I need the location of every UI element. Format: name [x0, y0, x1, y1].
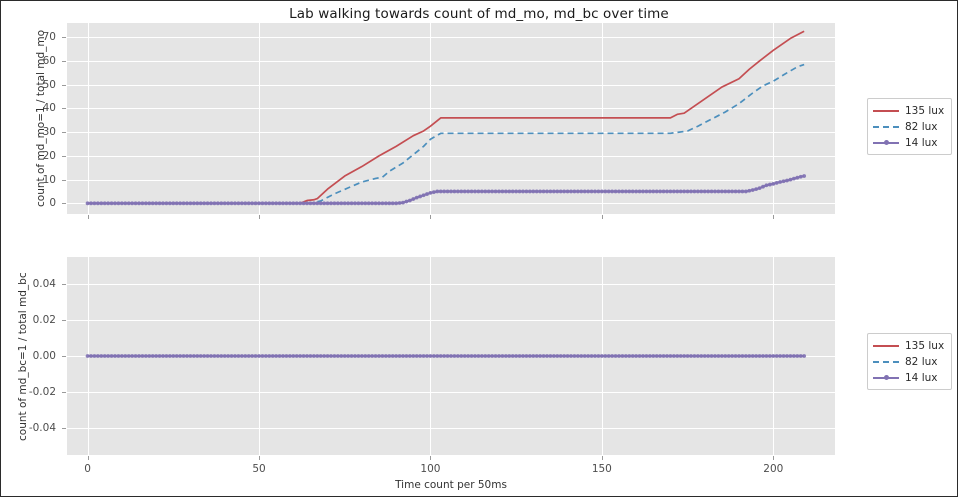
- legend-entry[interactable]: 14 lux: [873, 371, 944, 384]
- gridline-horizontal: [67, 155, 835, 157]
- legend-label: 14 lux: [905, 136, 938, 149]
- gridline-horizontal: [67, 84, 835, 86]
- x-tick-mark: [259, 456, 260, 460]
- y-tick-mark: [62, 155, 66, 157]
- chart-title: Lab walking towards count of md_mo, md_b…: [289, 6, 669, 22]
- y-tick-mark: [62, 84, 66, 86]
- gridline-horizontal: [67, 37, 835, 39]
- gridline-horizontal: [67, 392, 835, 393]
- legend-label: 14 lux: [905, 371, 938, 384]
- legend-entry[interactable]: 82 lux: [873, 355, 944, 368]
- legend-swatch-135-lux: [873, 340, 899, 351]
- legend-entry[interactable]: 82 lux: [873, 120, 944, 133]
- x-tick-mark: [87, 215, 89, 219]
- y-tick-label: 0.02: [32, 314, 56, 326]
- x-tick-label: 0: [84, 463, 91, 475]
- x-tick-mark: [773, 456, 775, 460]
- series-markers-14-lux: [85, 174, 807, 206]
- legend-swatch-82-lux: [873, 356, 899, 367]
- y-tick-mark: [62, 284, 66, 285]
- x-axis-label: Time count per 50ms: [395, 479, 507, 491]
- y-tick-label: 0: [49, 197, 56, 210]
- legend-marker-dot: [884, 140, 889, 145]
- top-legend: 135 lux 82 lux 14 lux: [867, 98, 953, 155]
- gridline-horizontal: [67, 320, 835, 321]
- y-tick-mark: [62, 37, 66, 39]
- gridline-horizontal: [67, 179, 835, 181]
- y-tick-mark: [62, 392, 66, 393]
- y-tick-mark: [62, 132, 66, 134]
- series-line-82-lux: [87, 63, 805, 205]
- y-tick-mark: [62, 203, 66, 205]
- y-tick-label: 60: [42, 54, 56, 67]
- y-tick-label: 20: [42, 149, 56, 162]
- y-tick-mark: [62, 320, 66, 321]
- x-tick-mark: [430, 215, 432, 219]
- y-tick-mark: [62, 356, 66, 357]
- legend-entry[interactable]: 14 lux: [873, 136, 944, 149]
- y-tick-mark: [62, 428, 66, 429]
- y-tick-mark: [62, 60, 66, 62]
- x-tick-mark: [430, 456, 432, 460]
- gridline-horizontal: [67, 60, 835, 62]
- legend-label: 82 lux: [905, 355, 938, 368]
- legend-label: 135 lux: [905, 339, 945, 352]
- y-tick-label: 0.00: [32, 350, 56, 362]
- y-tick-mark: [62, 179, 66, 181]
- legend-entry[interactable]: 135 lux: [873, 104, 944, 117]
- gridline-horizontal: [67, 284, 835, 285]
- gridline-vertical: [259, 23, 260, 214]
- y-tick-label: -0.02: [28, 386, 56, 398]
- x-tick-label: 50: [252, 463, 266, 475]
- series-line-135-lux: [87, 30, 805, 205]
- x-tick-label: 200: [763, 463, 784, 475]
- y-tick-label: 70: [42, 31, 56, 44]
- series-markers-14-lux: [85, 354, 807, 358]
- y-tick-label: 50: [42, 78, 56, 91]
- y-tick-label: 0.04: [32, 278, 56, 290]
- x-tick-label: 150: [591, 463, 612, 475]
- legend-label: 82 lux: [905, 120, 938, 133]
- y-tick-label: 30: [42, 126, 56, 139]
- y-tick-label: 40: [42, 102, 56, 115]
- x-tick-mark: [601, 456, 603, 460]
- x-tick-mark: [773, 215, 775, 219]
- x-tick-mark: [601, 215, 603, 219]
- x-tick-label: 100: [420, 463, 441, 475]
- bottom-legend: 135 lux 82 lux 14 lux: [867, 333, 953, 390]
- legend-swatch-14-lux: [873, 372, 899, 383]
- legend-label: 135 lux: [905, 104, 945, 117]
- gridline-vertical: [430, 23, 432, 214]
- legend-marker-dot: [884, 375, 889, 380]
- gridline-horizontal: [67, 108, 835, 110]
- x-tick-mark: [259, 215, 260, 219]
- y-tick-label: 10: [42, 173, 56, 186]
- gridline-horizontal: [67, 428, 835, 429]
- legend-swatch-135-lux: [873, 105, 899, 116]
- y-tick-label: -0.04: [28, 422, 56, 434]
- legend-entry[interactable]: 135 lux: [873, 339, 944, 352]
- gridline-horizontal: [67, 203, 835, 205]
- bottom-y-axis-label: count of md_bc=1 / total md_bc: [17, 271, 29, 441]
- x-tick-mark: [87, 456, 89, 460]
- legend-swatch-14-lux: [873, 137, 899, 148]
- y-tick-mark: [62, 108, 66, 110]
- gridline-vertical: [87, 23, 89, 214]
- legend-swatch-82-lux: [873, 121, 899, 132]
- gridline-vertical: [773, 23, 775, 214]
